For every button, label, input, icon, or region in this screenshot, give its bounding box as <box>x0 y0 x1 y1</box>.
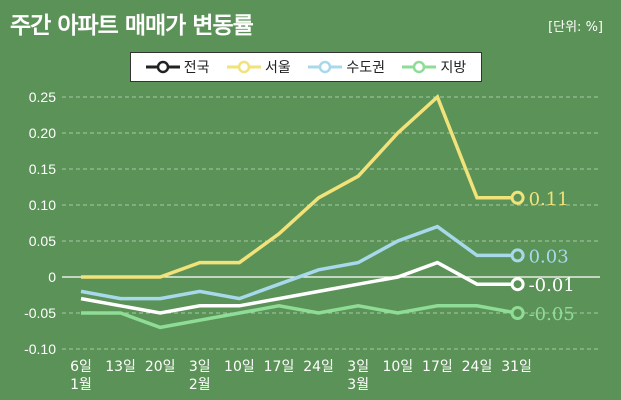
legend-swatch <box>308 60 343 74</box>
x-tick-label: 3일 <box>347 359 369 375</box>
legend-swatch <box>402 60 437 74</box>
end-value-label: 0.03 <box>529 246 569 267</box>
end-value-label: -0.01 <box>529 275 575 296</box>
legend-item-전국: 전국 <box>145 57 210 77</box>
legend-label: 수도권 <box>346 60 385 76</box>
legend-label: 지방 <box>440 60 467 76</box>
y-tick-label: 0.25 <box>29 89 56 105</box>
series-line-전국 <box>80 260 517 315</box>
x-tick-label: 3일 <box>189 359 211 375</box>
x-tick-label: 24일 <box>303 359 334 375</box>
x-tick-label: 6일 <box>70 359 92 375</box>
x-tick-label: 20일 <box>145 359 176 375</box>
y-tick-label: 0.05 <box>29 233 56 249</box>
y-tick-label: 0.10 <box>29 197 56 213</box>
y-tick-label: 0 <box>48 269 56 285</box>
x-tick-label: 10일 <box>382 359 413 375</box>
legend-label: 전국 <box>183 60 210 76</box>
legend-item-지방: 지방 <box>402 57 466 77</box>
legend: 전국 서울 수도권 지방 <box>130 52 482 82</box>
end-marker-전국 <box>510 277 525 292</box>
x-tick-label: 10일 <box>224 359 255 375</box>
legend-item-수도권: 수도권 <box>308 57 385 77</box>
series-line-수도권 <box>80 224 517 301</box>
x-tick-label: 17일 <box>264 359 295 375</box>
x-tick-label: 13일 <box>105 359 136 375</box>
end-marker-수도권 <box>510 248 525 263</box>
x-tick-month-label: 2월 <box>189 377 211 393</box>
unit-label: [단위: %] <box>548 20 603 35</box>
legend-item-서울: 서울 <box>227 57 291 77</box>
end-marker-지방 <box>510 306 525 320</box>
legend-label: 서울 <box>265 60 291 76</box>
y-tick-label: 0.15 <box>29 161 56 177</box>
y-tick-label: -0.05 <box>24 305 56 321</box>
end-marker-서울 <box>510 190 525 205</box>
series-line-지방 <box>81 304 517 330</box>
x-tick-label: 31일 <box>501 359 532 375</box>
legend-swatch <box>227 60 262 74</box>
x-tick-label: 24일 <box>462 359 493 375</box>
end-value-label: 0.11 <box>529 189 569 210</box>
series-line-서울 <box>81 93 517 279</box>
legend-swatch <box>145 60 180 74</box>
chart-title: 주간 아파트 매매가 변동률 <box>10 13 254 39</box>
x-tick-month-label: 1월 <box>70 377 92 393</box>
x-tick-month-label: 3월 <box>347 377 369 393</box>
x-tick-label: 17일 <box>422 359 453 375</box>
y-tick-label: 0.20 <box>29 125 56 141</box>
y-tick-label: -0.10 <box>24 341 56 357</box>
end-value-label: -0.05 <box>529 304 575 325</box>
